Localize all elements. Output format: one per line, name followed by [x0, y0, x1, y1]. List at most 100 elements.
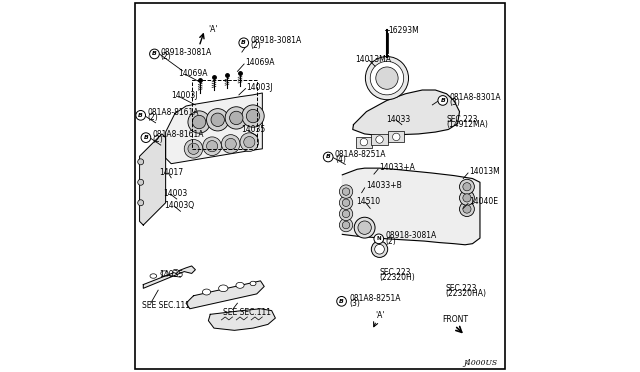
Text: 14003: 14003 [163, 189, 188, 198]
Circle shape [207, 109, 229, 131]
Text: FRONT: FRONT [442, 315, 468, 324]
Circle shape [323, 152, 333, 162]
Circle shape [360, 138, 367, 146]
Circle shape [376, 67, 398, 89]
Text: 14003J: 14003J [172, 92, 198, 100]
Circle shape [374, 244, 385, 254]
Circle shape [342, 210, 349, 218]
Bar [371, 134, 388, 145]
Text: (2): (2) [385, 237, 396, 246]
Circle shape [225, 138, 236, 150]
Text: (2): (2) [250, 41, 261, 50]
Circle shape [374, 234, 383, 244]
Text: 14033: 14033 [386, 115, 410, 124]
Circle shape [150, 49, 159, 59]
Circle shape [188, 143, 199, 154]
Circle shape [463, 194, 471, 202]
Text: 14013M: 14013M [468, 167, 500, 176]
Text: 14035: 14035 [159, 270, 184, 279]
Text: 14017: 14017 [159, 168, 184, 177]
Text: 'A': 'A' [375, 311, 385, 320]
Circle shape [242, 105, 264, 127]
Text: 14040E: 14040E [468, 197, 498, 206]
Circle shape [339, 185, 353, 198]
Circle shape [207, 141, 218, 152]
Text: (14912MA): (14912MA) [447, 120, 488, 129]
Circle shape [460, 179, 474, 194]
Circle shape [141, 133, 151, 142]
Circle shape [239, 38, 248, 48]
Text: 14069A: 14069A [245, 58, 275, 67]
Circle shape [138, 159, 143, 165]
Circle shape [358, 221, 371, 234]
Circle shape [354, 217, 375, 238]
Circle shape [370, 61, 404, 95]
Text: 14033+A: 14033+A [379, 163, 415, 172]
Text: 14003Q: 14003Q [164, 201, 194, 210]
Circle shape [246, 109, 260, 123]
Text: 14033+B: 14033+B [366, 182, 402, 190]
Circle shape [339, 207, 353, 221]
Text: SEE SEC.111: SEE SEC.111 [142, 301, 190, 310]
Text: B: B [339, 299, 344, 304]
Text: 14069A: 14069A [178, 69, 207, 78]
Circle shape [230, 111, 243, 125]
Text: B: B [326, 154, 330, 160]
Text: (2): (2) [161, 52, 172, 61]
Bar [388, 131, 404, 142]
Polygon shape [143, 266, 195, 288]
Text: (2): (2) [147, 113, 158, 122]
Text: 14003J: 14003J [246, 83, 273, 92]
Text: SEC.223: SEC.223 [380, 268, 411, 277]
Text: 081A8-8251A: 081A8-8251A [349, 294, 401, 303]
Polygon shape [186, 281, 264, 309]
Text: 081A8-8301A: 081A8-8301A [449, 93, 500, 102]
Bar [356, 137, 372, 148]
Text: B: B [143, 135, 148, 140]
Text: SEC.223: SEC.223 [447, 115, 478, 124]
Circle shape [211, 113, 225, 126]
Circle shape [240, 133, 259, 151]
Circle shape [188, 111, 211, 133]
Text: 14013MA: 14013MA [355, 55, 391, 64]
Text: B: B [241, 40, 246, 45]
Text: 14510: 14510 [356, 197, 381, 206]
Circle shape [392, 133, 400, 141]
Polygon shape [353, 90, 460, 136]
Text: J4000US: J4000US [464, 359, 498, 367]
Circle shape [342, 199, 349, 206]
Text: (22320H): (22320H) [380, 273, 415, 282]
Circle shape [244, 137, 255, 148]
Circle shape [138, 179, 143, 185]
Ellipse shape [161, 271, 168, 276]
Text: 14035: 14035 [241, 125, 266, 134]
Text: (3): (3) [449, 98, 460, 107]
Circle shape [463, 183, 471, 191]
Text: 08918-3081A: 08918-3081A [385, 231, 436, 240]
Text: 081A8-8161A: 081A8-8161A [147, 108, 198, 117]
Circle shape [136, 110, 145, 120]
Ellipse shape [219, 285, 228, 292]
Circle shape [376, 136, 383, 143]
Ellipse shape [173, 269, 179, 273]
Circle shape [463, 205, 471, 213]
Circle shape [184, 140, 203, 158]
Circle shape [225, 107, 248, 129]
Text: (22320HA): (22320HA) [445, 289, 487, 298]
Circle shape [203, 137, 221, 155]
Text: 081A8-8161A: 081A8-8161A [152, 130, 204, 139]
Circle shape [337, 296, 346, 306]
Ellipse shape [236, 282, 244, 288]
Text: 16293M: 16293M [388, 26, 419, 35]
Ellipse shape [250, 281, 256, 286]
Circle shape [365, 57, 408, 100]
Ellipse shape [202, 289, 211, 295]
Circle shape [339, 196, 353, 209]
Text: SEC.223: SEC.223 [445, 284, 477, 293]
Ellipse shape [150, 274, 157, 278]
Circle shape [193, 115, 206, 129]
Text: (3): (3) [349, 299, 360, 308]
Polygon shape [342, 168, 480, 245]
Circle shape [460, 190, 474, 205]
Polygon shape [140, 134, 166, 225]
